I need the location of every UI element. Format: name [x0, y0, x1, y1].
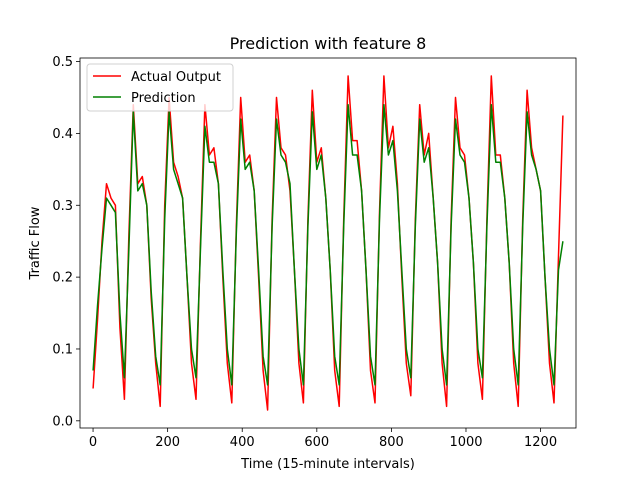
legend-prediction-label: Prediction	[131, 91, 196, 106]
y-tick-label: 0.5	[52, 55, 73, 70]
x-tick-label: 0	[89, 435, 97, 450]
y-tick-label: 0.1	[52, 342, 73, 357]
x-tick-label: 200	[155, 435, 180, 450]
y-tick-label: 0.4	[52, 127, 73, 142]
y-tick-label: 0.2	[52, 271, 73, 286]
x-tick-label: 1000	[449, 435, 482, 450]
x-tick-label: 800	[379, 435, 404, 450]
x-tick-label: 600	[304, 435, 329, 450]
chart-title: Prediction with feature 8	[230, 34, 427, 53]
legend-actual-label: Actual Output	[131, 70, 221, 85]
legend: Actual Output Prediction	[86, 63, 234, 112]
plot-area	[92, 75, 564, 411]
x-tick-label: 400	[230, 435, 255, 450]
series-line-prediction	[92, 103, 564, 386]
x-axis: 0 200 400 600 800 1000 1200	[89, 428, 557, 450]
y-axis-label: Traffic Flow	[28, 206, 43, 280]
y-tick-label: 0.3	[52, 199, 73, 214]
legend-box	[86, 63, 234, 112]
y-axis: 0.0 0.1 0.2 0.3 0.4 0.5	[52, 55, 80, 429]
x-axis-label: Time (15-minute intervals)	[240, 457, 415, 472]
x-tick-label: 1200	[524, 435, 557, 450]
y-tick-label: 0.0	[52, 414, 73, 429]
axes-frame	[79, 57, 577, 429]
